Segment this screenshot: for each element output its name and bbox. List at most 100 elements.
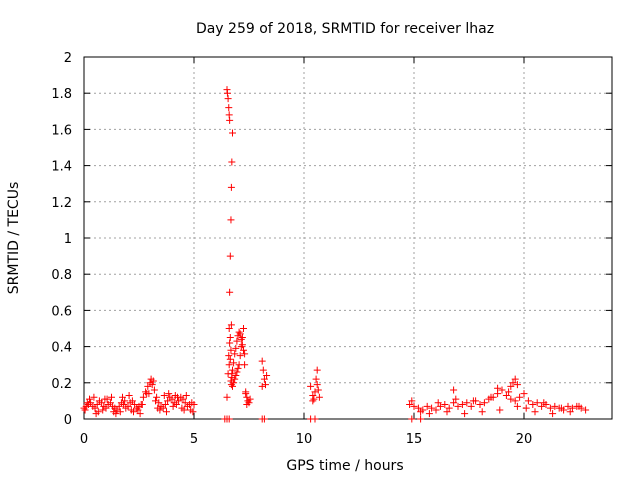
data-point (540, 399, 548, 407)
data-point (225, 361, 233, 369)
data-point (443, 408, 451, 416)
data-point (169, 402, 177, 410)
data-point (163, 408, 170, 416)
data-point (467, 402, 475, 410)
data-point (99, 406, 107, 414)
y-tick-label: 1.2 (51, 196, 72, 211)
data-point (144, 382, 152, 390)
data-point (148, 381, 156, 389)
data-point (227, 346, 235, 354)
data-point (152, 397, 159, 405)
data-point (487, 393, 495, 401)
x-tick-label: 0 (80, 432, 88, 447)
data-point (175, 397, 183, 405)
data-point (480, 399, 488, 407)
data-point (227, 381, 235, 389)
data-point (507, 382, 515, 390)
y-tick-label: 1.4 (51, 160, 72, 175)
data-point (432, 406, 440, 414)
data-point (138, 401, 146, 409)
data-point (153, 393, 161, 401)
data-point (241, 350, 249, 358)
data-point (116, 408, 124, 416)
data-point (260, 375, 268, 383)
data-point (428, 404, 436, 412)
data-point (238, 341, 246, 349)
data-point (145, 390, 153, 398)
data-point (463, 399, 471, 407)
data-point (92, 410, 100, 418)
data-point (227, 183, 235, 191)
data-point (441, 401, 449, 409)
data-point (452, 395, 460, 403)
data-point (228, 158, 236, 166)
data-point (165, 390, 173, 398)
data-point (533, 399, 541, 407)
data-point (313, 366, 321, 374)
y-tick-label: 1 (64, 232, 72, 247)
data-point (224, 95, 232, 103)
data-point (445, 404, 453, 412)
data-point (566, 408, 574, 416)
data-point (509, 379, 517, 387)
data-point (408, 415, 416, 423)
data-point (240, 346, 247, 354)
data-point (131, 401, 139, 409)
data-point (312, 375, 320, 383)
data-point (309, 397, 317, 405)
data-point (423, 402, 431, 410)
data-point (310, 395, 318, 403)
data-point (513, 402, 521, 410)
data-point (120, 401, 128, 409)
data-point (434, 399, 442, 407)
data-point (551, 402, 559, 410)
data-point (461, 410, 469, 418)
y-tick-label: 0 (64, 413, 72, 428)
data-point (546, 404, 554, 412)
data-point (564, 402, 572, 410)
data-point (228, 373, 236, 381)
data-point (243, 401, 251, 409)
data-point (520, 390, 528, 398)
data-point (478, 408, 486, 416)
y-axis-label: SRMTID / TECUs (6, 182, 22, 295)
data-point (121, 397, 129, 405)
data-point (226, 288, 234, 296)
data-point (229, 382, 236, 390)
data-point (226, 355, 234, 363)
data-point (231, 350, 239, 358)
data-point (259, 366, 267, 374)
data-point (142, 388, 150, 396)
x-axis: 0 5 10 15 20 (80, 57, 532, 447)
data-point (225, 104, 233, 112)
data-point (237, 343, 245, 351)
data-point (233, 368, 241, 376)
grid-lines (84, 57, 612, 419)
data-point (258, 357, 266, 365)
data-point (225, 352, 233, 360)
data-point (229, 129, 236, 137)
data-point (258, 415, 266, 423)
data-point (513, 381, 521, 389)
x-axis-label: GPS time / hours (286, 458, 403, 474)
data-point (115, 402, 123, 410)
data-point (225, 325, 233, 332)
data-point (150, 386, 158, 394)
data-point (98, 399, 106, 407)
data-point (181, 399, 189, 407)
data-point (93, 401, 101, 409)
data-point (237, 335, 245, 343)
data-point (531, 408, 539, 416)
data-point (226, 252, 234, 260)
data-point (246, 395, 254, 403)
plot-frame (83, 56, 613, 420)
data-point (102, 404, 110, 412)
data-point (124, 402, 132, 410)
data-point (179, 395, 187, 403)
data-point (575, 402, 583, 410)
data-point (458, 401, 466, 409)
data-point (164, 397, 172, 405)
data-point (507, 395, 515, 403)
data-point (223, 89, 231, 97)
